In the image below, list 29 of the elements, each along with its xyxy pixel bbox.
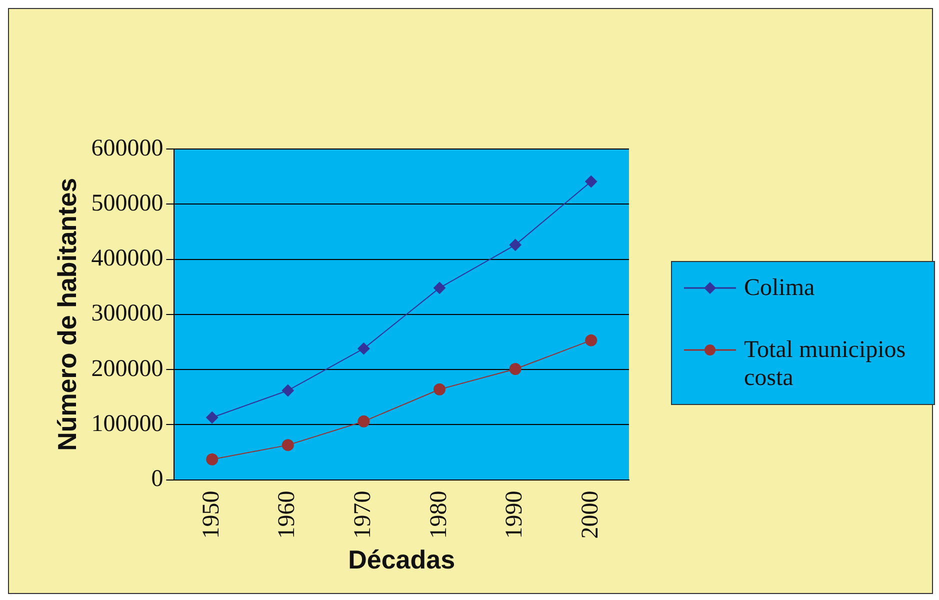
y-tick-label: 300000	[91, 300, 164, 327]
y-tick-label: 100000	[91, 410, 164, 437]
x-tick-label: 1970	[350, 490, 376, 539]
point	[282, 384, 294, 396]
y-axis-title: Número de habitantes	[52, 178, 82, 451]
point	[509, 362, 522, 375]
x-tick-label: 1960	[274, 490, 300, 539]
legend-label: Total municipios costa	[744, 336, 907, 392]
x-axis-title: Décadas	[348, 544, 456, 575]
point	[509, 238, 522, 251]
y-tick-label: 400000	[91, 246, 164, 272]
y-tick-label: 0	[151, 466, 164, 492]
y-tick-label: 200000	[91, 356, 164, 382]
point	[585, 334, 598, 346]
y-tick-label: 600000	[91, 135, 164, 162]
point	[358, 342, 370, 355]
point	[282, 439, 294, 452]
legend-label: Colima	[744, 274, 815, 302]
x-tick-label: 2000	[577, 490, 604, 539]
y-tick-label: 500000	[91, 190, 164, 216]
point	[585, 176, 598, 188]
point	[434, 383, 446, 396]
x-tick-label: 1990	[502, 490, 528, 539]
x-tick-label: 1950	[198, 490, 224, 539]
point	[206, 453, 218, 466]
x-tick-label: 1980	[426, 490, 452, 539]
point	[434, 282, 446, 294]
point	[206, 412, 218, 424]
point	[358, 415, 370, 428]
